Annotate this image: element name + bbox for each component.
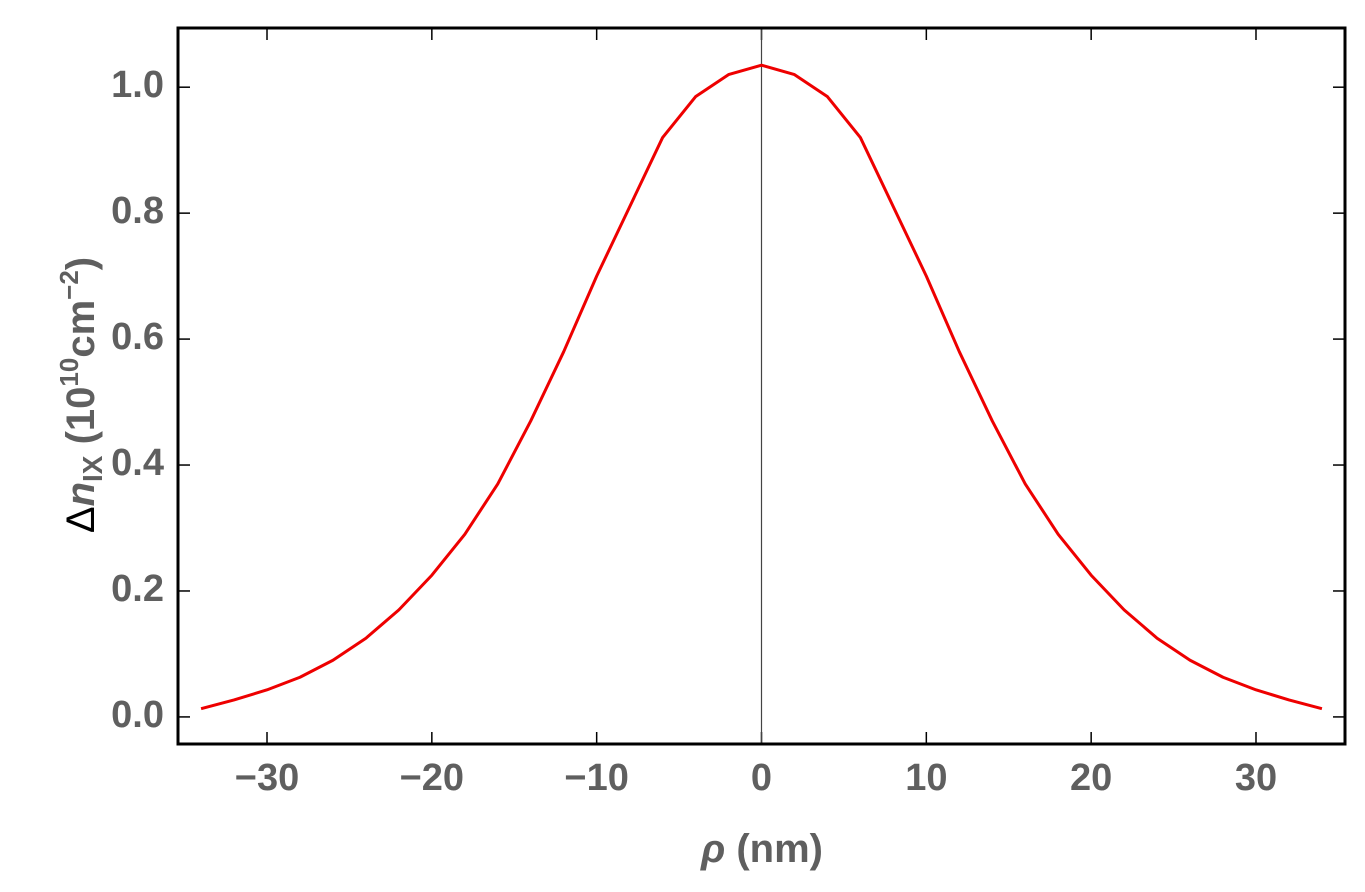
x-tick-label: −30 bbox=[235, 757, 299, 799]
x-label-unit: (nm) bbox=[725, 827, 823, 871]
x-tick-label: 0 bbox=[751, 757, 772, 799]
plot-frame bbox=[176, 26, 1347, 746]
y-label-part: IX bbox=[77, 455, 108, 482]
x-label-symbol: ρ bbox=[700, 827, 725, 871]
y-label-part: cm bbox=[59, 300, 103, 358]
y-tick-label: 0.8 bbox=[111, 190, 164, 232]
y-tick-label: 0.2 bbox=[111, 568, 164, 610]
y-tick-label: 0.4 bbox=[111, 442, 164, 484]
x-tick-label: −20 bbox=[400, 757, 464, 799]
data-line bbox=[200, 63, 1323, 711]
x-tick-label: −10 bbox=[564, 757, 628, 799]
y-tick-label: 0.0 bbox=[111, 694, 164, 736]
y-label-part: −2 bbox=[54, 270, 84, 300]
x-tick-label: 30 bbox=[1235, 757, 1277, 799]
x-tick-label: 10 bbox=[905, 757, 947, 799]
x-axis-label: ρ (nm) bbox=[700, 827, 823, 871]
y-label-part: (10 bbox=[59, 387, 103, 456]
y-label-part: ) bbox=[59, 257, 103, 270]
x-tick-label: 20 bbox=[1070, 757, 1112, 799]
y-label-part: Δ bbox=[59, 506, 103, 533]
y-label-part: 10 bbox=[54, 358, 84, 387]
y-axis-label: ΔnIX (1010cm−2) bbox=[54, 257, 108, 533]
y-tick-label: 1.0 bbox=[111, 64, 164, 106]
y-tick-label: 0.6 bbox=[111, 316, 164, 358]
y-label-part: n bbox=[59, 482, 103, 506]
